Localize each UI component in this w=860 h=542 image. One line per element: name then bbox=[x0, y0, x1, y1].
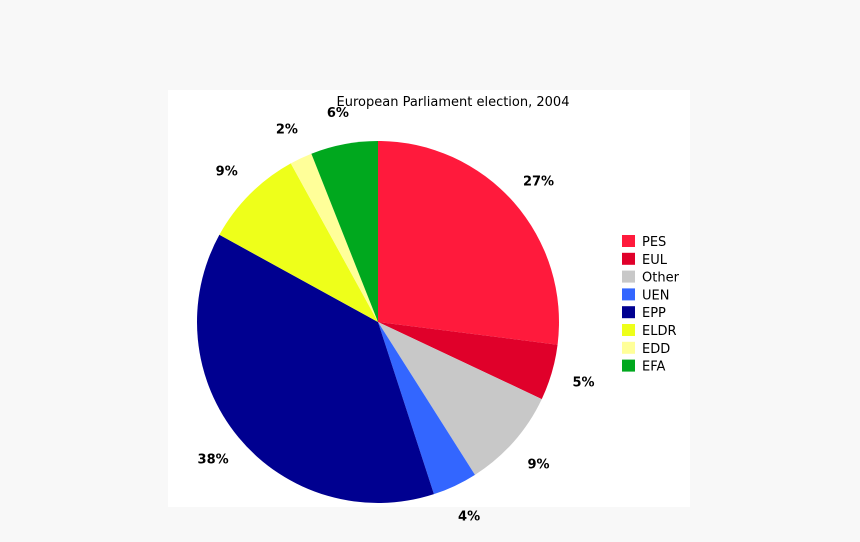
legend-label-pes: PES bbox=[642, 235, 666, 250]
legend-swatch-eldr bbox=[622, 324, 635, 336]
legend-swatch-edd bbox=[622, 341, 635, 354]
legend-swatch-eul bbox=[622, 252, 635, 265]
legend-label-epp: EPP bbox=[642, 306, 666, 321]
legend-swatch-other bbox=[622, 270, 635, 283]
legend-swatch-pes bbox=[622, 235, 635, 247]
pie-slice-edd bbox=[290, 153, 378, 322]
slice-label-efa: 6% bbox=[327, 106, 349, 121]
pie-slice-other bbox=[378, 322, 542, 475]
slice-label-edd: 2% bbox=[276, 122, 298, 137]
legend-label-efa: EFA bbox=[642, 360, 665, 375]
pie-slice-efa bbox=[311, 141, 378, 322]
slice-labels: 27% 5% 9% 4% 38% 9% 2% 6% bbox=[198, 106, 595, 525]
pie-slice-pes bbox=[378, 141, 559, 345]
pie-slices bbox=[197, 141, 559, 503]
legend-label-uen: UEN bbox=[642, 288, 669, 303]
pie-slice-epp bbox=[197, 234, 434, 503]
legend-swatch-uen bbox=[622, 288, 635, 301]
legend-swatch-efa bbox=[622, 359, 635, 372]
legend-swatch-epp bbox=[622, 306, 635, 319]
legend-label-other: Other bbox=[642, 271, 680, 286]
pie-slice-uen bbox=[378, 322, 475, 495]
legend-label-eldr: ELDR bbox=[642, 324, 677, 339]
slice-label-eul: 5% bbox=[572, 376, 594, 391]
legend-label-eul: EUL bbox=[642, 253, 668, 268]
slice-label-eldr: 9% bbox=[216, 165, 238, 180]
legend-label-edd: EDD bbox=[642, 342, 670, 357]
slice-label-epp: 38% bbox=[198, 452, 229, 467]
slice-label-pes: 27% bbox=[523, 175, 554, 190]
pie-slice-eldr bbox=[219, 163, 378, 322]
slice-label-uen: 4% bbox=[458, 510, 480, 525]
chart-title: European Parliament election, 2004 bbox=[337, 95, 570, 110]
slice-label-other: 9% bbox=[527, 458, 549, 473]
pie-slice-eul bbox=[378, 322, 558, 400]
legend: PES EUL Other UEN EPP ELDR EDD EFA bbox=[622, 235, 680, 375]
